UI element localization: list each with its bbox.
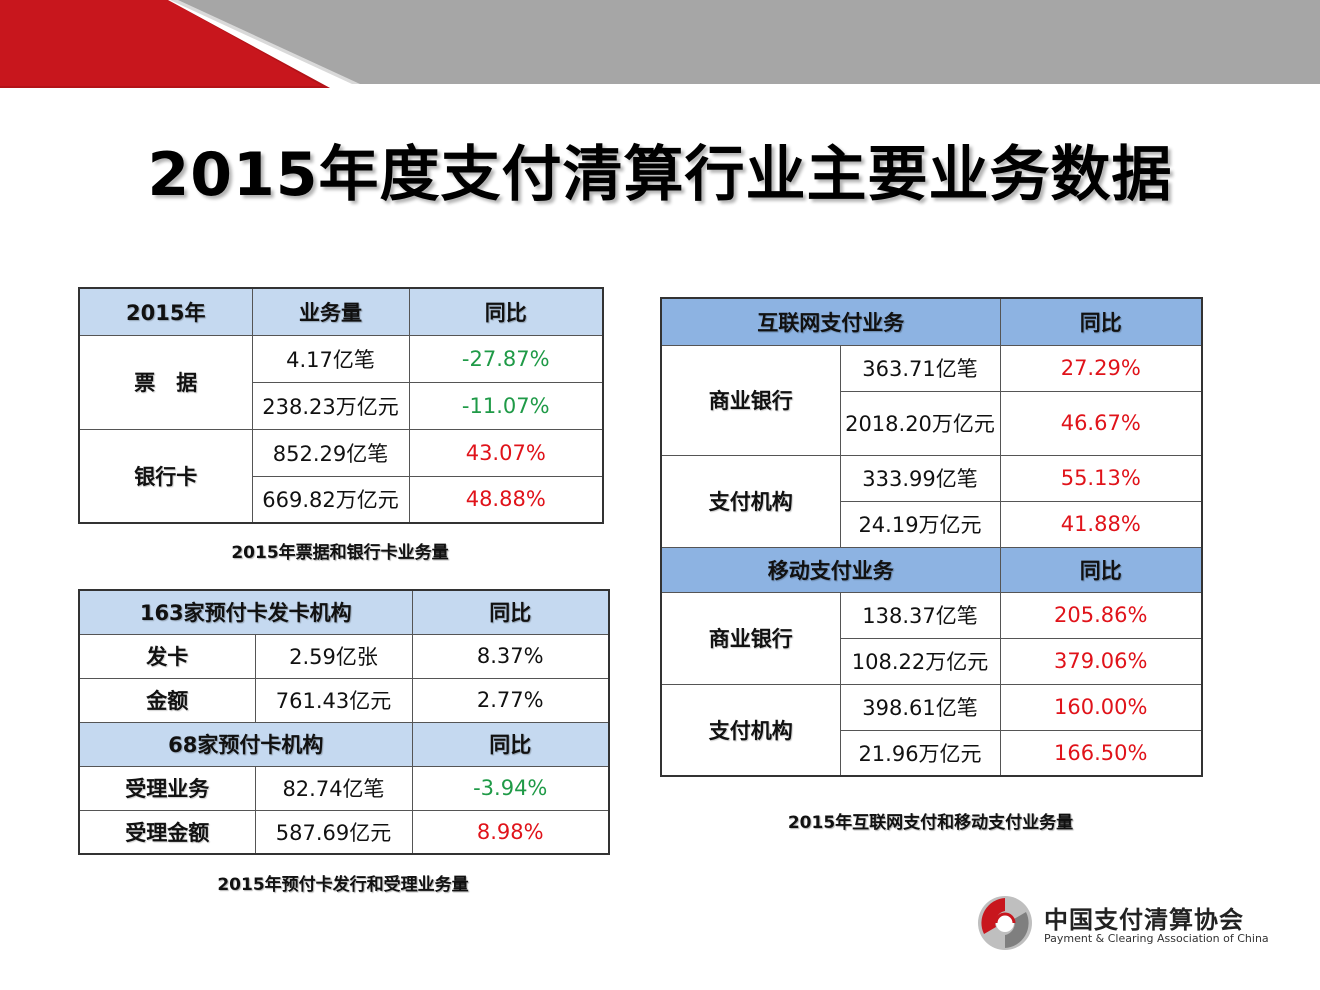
column-header-yoy: 同比 — [999, 297, 1203, 346]
volume-cell: 669.82万亿元 — [251, 475, 410, 524]
yoy-cell: 2.77% — [411, 677, 610, 723]
volume-cell: 333.99亿笔 — [839, 454, 1001, 502]
row-label-bankcard: 银行卡 — [78, 428, 253, 524]
value-cell: 82.74亿笔 — [254, 765, 413, 811]
yoy-cell: -3.94% — [411, 765, 610, 811]
value-cell: 761.43亿元 — [254, 677, 413, 723]
row-label-acceptance-volume: 受理业务 — [78, 765, 256, 811]
column-header-yoy: 同比 — [411, 721, 610, 767]
volume-cell: 238.23万亿元 — [251, 381, 410, 430]
logo-name-en: Payment & Clearing Association of China — [1044, 932, 1269, 945]
internet-mobile-payment-table: 互联网支付业务 同比 商业银行 363.71亿笔 27.29% 2018.20万… — [660, 297, 1203, 777]
yoy-cell: 55.13% — [999, 454, 1203, 502]
yoy-cell: 379.06% — [999, 637, 1203, 685]
section-header-mobile: 移动支付业务 — [660, 546, 1001, 593]
row-label-bills: 票 据 — [78, 334, 253, 430]
yoy-cell: 27.29% — [999, 344, 1203, 392]
bills-bankcard-table: 2015年 业务量 同比 票 据 4.17亿笔 -27.87% 238.23万亿… — [78, 287, 604, 524]
volume-cell: 108.22万亿元 — [839, 637, 1001, 685]
logo-name-cn: 中国支付清算协会 — [1044, 906, 1244, 934]
yoy-cell: -27.87% — [408, 334, 604, 383]
volume-cell: 398.61亿笔 — [839, 683, 1001, 731]
volume-cell: 21.96万亿元 — [839, 729, 1001, 777]
volume-cell: 4.17亿笔 — [251, 334, 410, 383]
volume-cell: 138.37亿笔 — [839, 591, 1001, 639]
section-header-internet: 互联网支付业务 — [660, 297, 1001, 346]
prepaid-card-table: 163家预付卡发卡机构 同比 发卡 2.59亿张 8.37% 金额 761.43… — [78, 589, 610, 855]
volume-cell: 852.29亿笔 — [251, 428, 410, 477]
yoy-cell: 46.67% — [999, 390, 1203, 456]
table2-caption: 2015年预付卡发行和受理业务量 — [217, 875, 469, 895]
value-cell: 2.59亿张 — [254, 633, 413, 679]
volume-cell: 24.19万亿元 — [839, 500, 1001, 548]
volume-cell: 2018.20万亿元 — [839, 390, 1001, 456]
yoy-cell: 43.07% — [408, 428, 604, 477]
column-header-yoy: 同比 — [999, 546, 1203, 593]
column-header-yoy: 同比 — [411, 589, 610, 635]
value-cell: 587.69亿元 — [254, 809, 413, 855]
row-label-payment-institution: 支付机构 — [660, 683, 841, 777]
row-label-amount: 金额 — [78, 677, 256, 723]
column-header-year: 2015年 — [78, 287, 253, 336]
yoy-cell: 205.86% — [999, 591, 1203, 639]
column-header-volume: 业务量 — [251, 287, 410, 336]
page-title: 2015年度支付清算行业主要业务数据 — [147, 140, 1173, 210]
yoy-cell: 41.88% — [999, 500, 1203, 548]
volume-cell: 363.71亿笔 — [839, 344, 1001, 392]
section-header-issuers: 163家预付卡发卡机构 — [78, 589, 413, 635]
association-logo: 中国支付清算协会 Payment & Clearing Association … — [976, 894, 1269, 954]
yoy-cell: -11.07% — [408, 381, 604, 430]
row-label-acceptance-amount: 受理金额 — [78, 809, 256, 855]
column-header-yoy: 同比 — [408, 287, 604, 336]
table3-caption: 2015年互联网支付和移动支付业务量 — [787, 813, 1074, 833]
yoy-cell: 8.37% — [411, 633, 610, 679]
row-label-payment-institution: 支付机构 — [660, 454, 841, 548]
section-header-acquirers: 68家预付卡机构 — [78, 721, 413, 767]
yoy-cell: 48.88% — [408, 475, 604, 524]
yoy-cell: 8.98% — [411, 809, 610, 855]
logo-mark-icon — [978, 896, 1032, 950]
yoy-cell: 166.50% — [999, 729, 1203, 777]
row-label-issue: 发卡 — [78, 633, 256, 679]
row-label-commercial-bank: 商业银行 — [660, 591, 841, 685]
yoy-cell: 160.00% — [999, 683, 1203, 731]
top-banner — [0, 0, 1320, 88]
table1-caption: 2015年票据和银行卡业务量 — [231, 543, 449, 563]
row-label-commercial-bank: 商业银行 — [660, 344, 841, 456]
